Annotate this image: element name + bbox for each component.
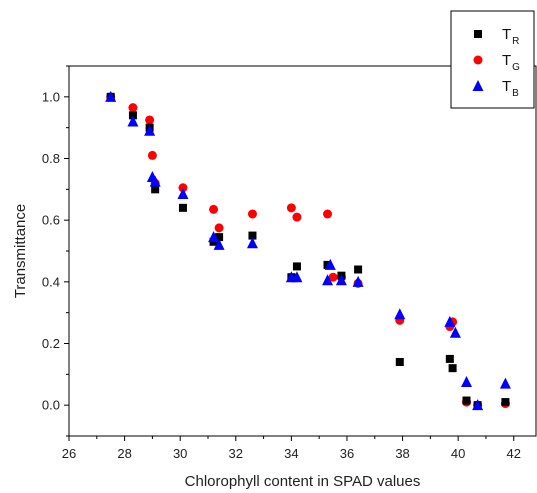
- tb-point: [105, 90, 117, 102]
- x-axis-title: Chlorophyll content in SPAD values: [185, 473, 421, 490]
- y-tick-label: 0.2: [42, 336, 60, 351]
- tb-point: [335, 274, 347, 286]
- tg-point: [328, 272, 338, 282]
- tb-point: [472, 399, 484, 411]
- y-tick-label: 0.4: [42, 274, 60, 289]
- legend-label-sub: G: [512, 62, 520, 73]
- x-tick-label: 40: [451, 446, 465, 461]
- tb-point: [394, 308, 406, 320]
- tr-point: [354, 265, 363, 274]
- x-tick-label: 30: [173, 446, 187, 461]
- x-tick-label: 38: [395, 446, 409, 461]
- tb-point: [144, 124, 156, 136]
- tb-point: [444, 315, 456, 327]
- tr-point: [248, 231, 257, 240]
- tb-point: [177, 187, 189, 199]
- tb-point: [322, 274, 334, 286]
- tr-point: [395, 358, 404, 366]
- tr-point: [151, 185, 160, 194]
- x-tick-label: 42: [507, 446, 521, 461]
- y-tick-label: 1.0: [42, 89, 60, 104]
- tr-point: [178, 203, 187, 212]
- tb-point: [246, 237, 258, 249]
- tr-point: [448, 364, 457, 373]
- legend-box: [450, 10, 535, 109]
- legend-label: TB: [502, 78, 519, 99]
- tg-point: [214, 223, 224, 233]
- tb-point: [461, 376, 473, 388]
- tb-point: [499, 377, 511, 389]
- data-points: [105, 90, 511, 411]
- x-tick-label: 26: [62, 446, 76, 461]
- x-tick-label: 28: [117, 446, 131, 461]
- legend-marker-tg: [473, 55, 483, 65]
- y-axis-title: Transmittance: [12, 204, 29, 298]
- tr-point: [215, 233, 224, 242]
- axes: 26 28 30 32 34 36 38 40 42 0.0 0.2 0.4 0.6 0.8 1.0: [42, 65, 521, 461]
- x-tick-label: 36: [340, 446, 354, 461]
- legend-label-main: T: [502, 26, 511, 43]
- tb-point: [324, 258, 336, 270]
- tr-point: [501, 398, 510, 407]
- legend-label: TG: [502, 52, 520, 73]
- x-tick-label: 34: [284, 446, 298, 461]
- tg-point: [292, 212, 302, 222]
- tb-point: [213, 238, 225, 250]
- tr-point: [292, 262, 301, 271]
- y-tick-label: 0.0: [42, 398, 60, 413]
- tg-point: [247, 209, 257, 219]
- tr-point: [128, 111, 137, 120]
- tb-point: [127, 115, 139, 127]
- tg-point: [147, 150, 157, 160]
- tg-point: [323, 209, 333, 219]
- y-tick-label: 0.6: [42, 213, 60, 228]
- tg-point: [286, 203, 296, 213]
- tb-point: [208, 231, 220, 243]
- legend-label-sub: B: [512, 88, 519, 99]
- tb-point: [449, 326, 461, 338]
- legend-marker-tb: [472, 80, 484, 91]
- tb-point: [291, 271, 303, 283]
- tg-point: [128, 103, 138, 113]
- tr-point: [445, 354, 454, 363]
- legend-label: TR: [502, 26, 519, 47]
- tg-point: [145, 115, 155, 125]
- tg-point: [178, 183, 188, 193]
- tg-point: [209, 204, 219, 214]
- tr-point: [462, 396, 471, 405]
- legend-marker-tr: [474, 30, 482, 38]
- tb-point: [149, 175, 161, 187]
- y-tick-label: 0.8: [42, 151, 60, 166]
- legend-label-main: T: [502, 52, 511, 69]
- legend-label-main: T: [502, 78, 511, 95]
- tb-point: [352, 275, 364, 287]
- legend-label-sub: R: [512, 36, 519, 47]
- x-tick-label: 32: [229, 446, 243, 461]
